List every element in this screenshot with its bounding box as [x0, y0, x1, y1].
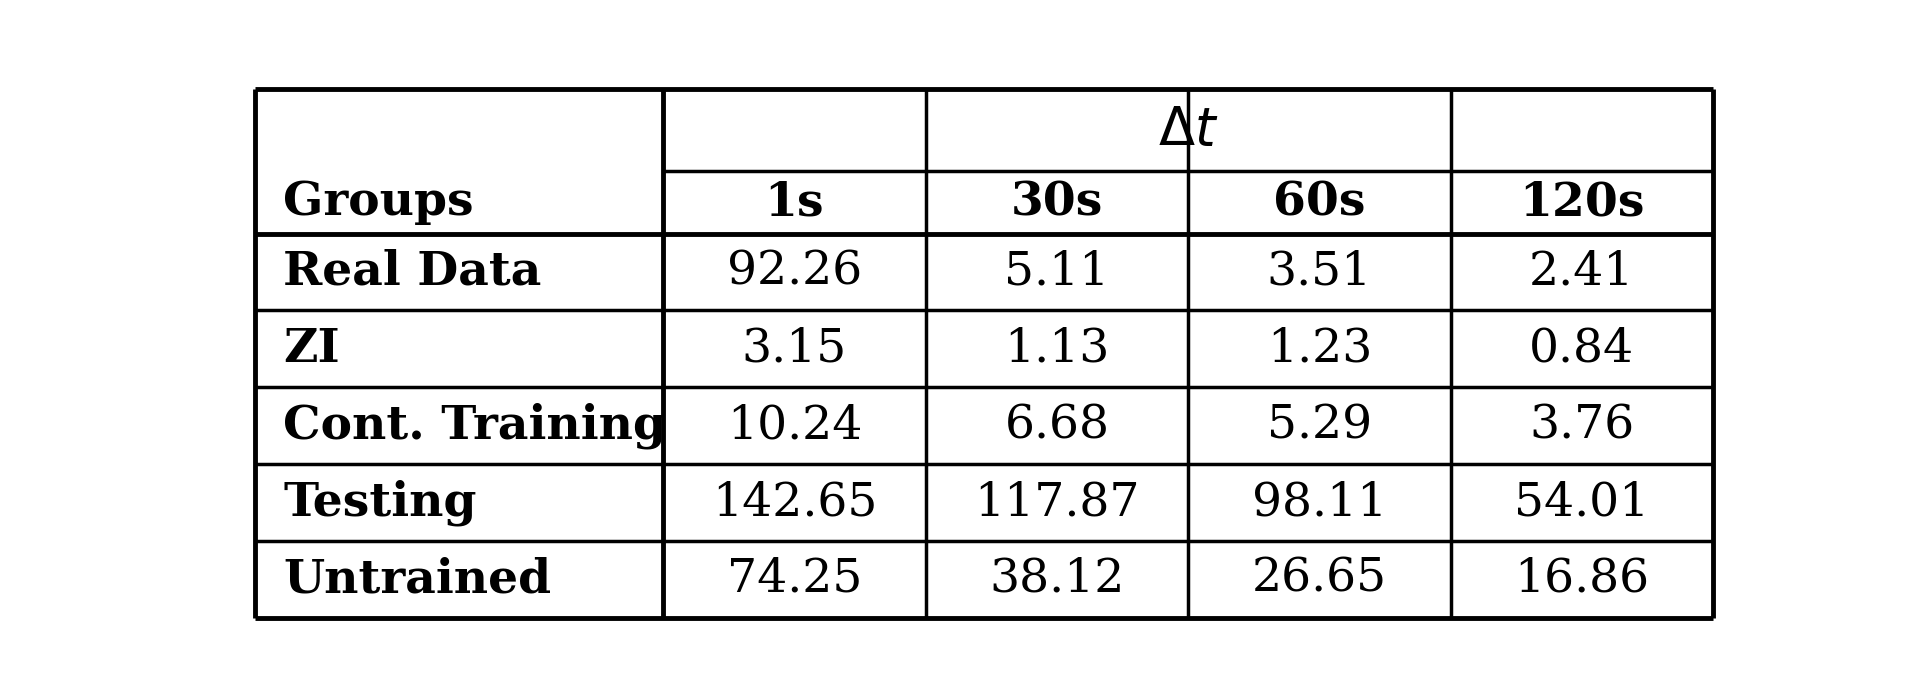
Text: 30s: 30s — [1010, 179, 1104, 225]
Text: 1.23: 1.23 — [1267, 326, 1373, 372]
Text: 117.87: 117.87 — [973, 480, 1140, 525]
Text: 10.24: 10.24 — [728, 403, 862, 448]
Text: 74.25: 74.25 — [728, 556, 862, 602]
Text: 92.26: 92.26 — [728, 249, 862, 295]
Text: 5.29: 5.29 — [1267, 403, 1373, 448]
Text: 3.76: 3.76 — [1528, 403, 1634, 448]
Text: 3.51: 3.51 — [1267, 249, 1373, 295]
Text: 120s: 120s — [1519, 179, 1645, 225]
Text: 26.65: 26.65 — [1252, 556, 1386, 602]
Text: Groups: Groups — [284, 179, 474, 225]
Text: Cont. Training: Cont. Training — [284, 402, 666, 449]
Text: 2.41: 2.41 — [1528, 249, 1634, 295]
Text: $\Delta t$: $\Delta t$ — [1158, 105, 1219, 156]
Text: 3.15: 3.15 — [741, 326, 847, 372]
Text: 38.12: 38.12 — [989, 556, 1125, 602]
Text: 142.65: 142.65 — [712, 480, 877, 525]
Text: 1.13: 1.13 — [1004, 326, 1110, 372]
Text: 0.84: 0.84 — [1530, 326, 1634, 372]
Text: 60s: 60s — [1273, 179, 1365, 225]
Text: 5.11: 5.11 — [1004, 249, 1110, 295]
Text: ZI: ZI — [284, 326, 340, 372]
Text: 98.11: 98.11 — [1252, 480, 1386, 525]
Text: Real Data: Real Data — [284, 249, 541, 295]
Text: 16.86: 16.86 — [1515, 556, 1649, 602]
Text: Testing: Testing — [284, 480, 476, 526]
Text: 1s: 1s — [764, 179, 824, 225]
Text: Untrained: Untrained — [284, 556, 551, 602]
Text: 54.01: 54.01 — [1515, 480, 1649, 525]
Text: 6.68: 6.68 — [1004, 403, 1110, 448]
